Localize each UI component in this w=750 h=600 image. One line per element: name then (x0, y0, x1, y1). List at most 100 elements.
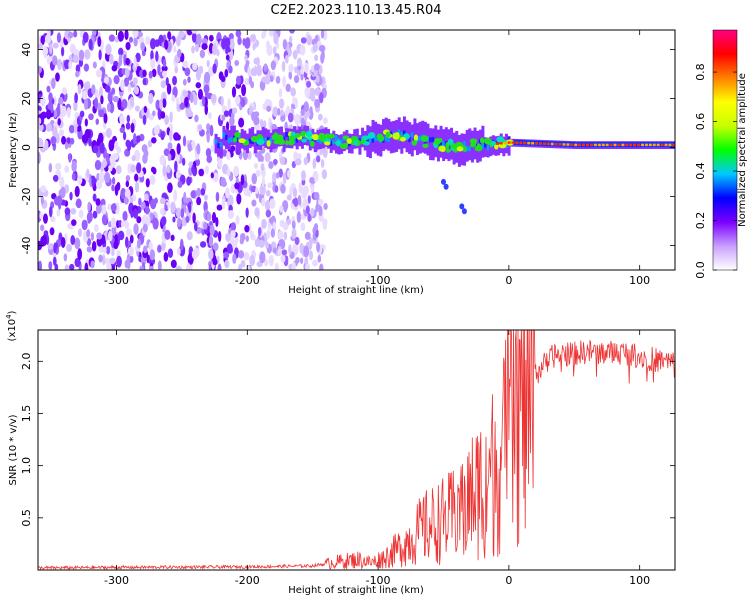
noise-speckle (55, 72, 60, 82)
signal-core (227, 137, 231, 143)
noise-speckle (151, 68, 157, 78)
carrier-ridge (546, 142, 550, 146)
noise-speckle (203, 71, 211, 84)
noise-speckle (142, 69, 147, 78)
noise-speckle (173, 189, 178, 202)
noise-speckle (145, 36, 151, 45)
noise-speckle (160, 111, 166, 119)
noise-speckle (259, 251, 266, 264)
noise-speckle (99, 141, 105, 154)
signal-envelope (507, 136, 511, 156)
noise-speckle (312, 43, 318, 53)
noise-speckle (286, 218, 292, 225)
noise-speckle (98, 246, 105, 253)
signal-core (463, 141, 466, 147)
noise-speckle (217, 263, 222, 270)
noise-speckle (200, 188, 206, 196)
noise-speckle (79, 110, 85, 118)
noise-speckle (124, 67, 130, 78)
noise-speckle (294, 159, 301, 166)
noise-speckle (278, 88, 283, 98)
signal-core (439, 140, 443, 146)
noise-speckle (84, 118, 88, 127)
noise-speckle (177, 180, 183, 188)
noise-speckle (95, 198, 101, 206)
noise-speckle (170, 234, 175, 242)
noise-speckle (138, 197, 142, 206)
carrier-ridge (621, 143, 625, 147)
noise-speckle (149, 249, 156, 261)
noise-speckle (123, 197, 129, 205)
signal-core (332, 139, 335, 145)
noise-speckle (64, 165, 70, 173)
spectrogram-x-tick-label: 0 (505, 274, 512, 287)
noise-speckle (261, 218, 267, 230)
noise-speckle (210, 93, 217, 104)
noise-speckle (40, 35, 45, 46)
noise-speckle (299, 44, 306, 56)
noise-speckle (251, 173, 258, 185)
noise-speckle (194, 43, 200, 53)
signal-blob (353, 140, 358, 146)
noise-speckle (103, 113, 108, 124)
carrier-ridge (507, 141, 511, 144)
signal-envelope (313, 132, 317, 153)
noise-speckle (170, 201, 176, 214)
noise-speckle (134, 173, 139, 182)
noise-speckle (105, 127, 112, 139)
snr-scale-exponent: 4 (5, 314, 13, 319)
noise-speckle (52, 55, 58, 66)
noise-speckle (111, 87, 116, 95)
noise-speckle (121, 98, 128, 109)
noise-speckle (182, 90, 189, 98)
signal-core (565, 141, 568, 147)
signal-blob (434, 138, 441, 145)
noise-speckle (210, 172, 214, 179)
noise-speckle (120, 220, 125, 228)
noise-speckle (147, 140, 153, 148)
noise-speckle (92, 30, 97, 36)
noise-speckle (234, 60, 240, 67)
noise-speckle (269, 198, 276, 209)
noise-speckle (186, 263, 191, 270)
noise-speckle (321, 169, 328, 180)
noise-speckle (164, 229, 171, 240)
noise-speckle (77, 174, 83, 185)
signal-core (596, 142, 600, 148)
signal-core (486, 145, 490, 151)
noise-speckle (183, 191, 187, 204)
noise-speckle (166, 164, 171, 174)
signal-core (612, 142, 615, 148)
noise-speckle (141, 50, 146, 57)
noise-speckle (291, 220, 296, 230)
carrier-ridge (538, 142, 542, 145)
noise-speckle (61, 135, 67, 145)
noise-speckle (110, 203, 117, 212)
noise-speckle (253, 116, 259, 126)
noise-speckle (300, 108, 305, 116)
noise-speckle (77, 228, 83, 238)
signal-envelope (261, 126, 265, 147)
signal-blob (346, 138, 352, 144)
noise-speckle (91, 175, 95, 188)
noise-speckle (185, 215, 190, 223)
noise-speckle (207, 66, 214, 77)
noise-speckle (303, 109, 308, 122)
noise-speckle (109, 164, 113, 172)
noise-speckle (49, 42, 53, 55)
noise-speckle (75, 64, 81, 73)
noise-speckle (190, 140, 196, 150)
noise-speckle (317, 198, 324, 206)
noise-speckle (264, 78, 271, 85)
noise-speckle (187, 76, 191, 83)
carrier-ridge (519, 141, 523, 145)
noise-speckle (226, 151, 231, 161)
noise-speckle (152, 167, 157, 175)
signal-blob (420, 135, 429, 143)
noise-speckle (256, 64, 262, 77)
signal-core (230, 137, 233, 143)
noise-speckle (284, 256, 289, 264)
noise-speckle (100, 204, 107, 215)
signal-blob (456, 146, 464, 152)
noise-speckle (317, 254, 322, 263)
